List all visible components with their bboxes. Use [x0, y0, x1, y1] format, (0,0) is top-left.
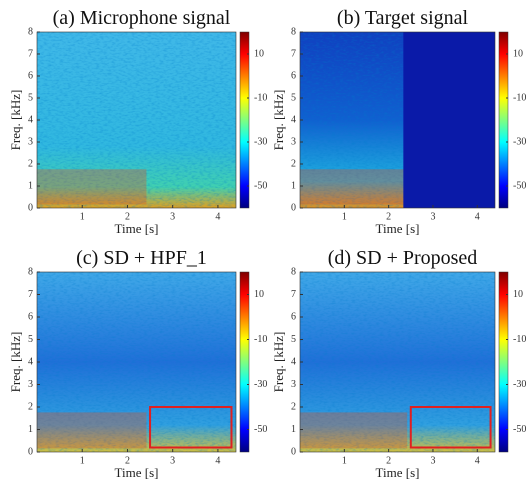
y-tick-label: 3 — [28, 379, 33, 390]
y-tick-label: 0 — [28, 446, 33, 457]
y-tick-label: 8 — [28, 266, 33, 277]
y-tick-label: 2 — [28, 401, 33, 412]
y-tick-label: 4 — [28, 356, 33, 367]
y-tick-label: 5 — [291, 92, 296, 103]
highlight-box — [149, 406, 233, 449]
y-tick-label: 7 — [28, 289, 33, 300]
speech-band — [300, 169, 408, 205]
y-tick-label: 8 — [291, 266, 296, 277]
spectrogram-texture — [37, 272, 236, 452]
x-tick-label: 3 — [430, 455, 435, 466]
spectrogram-texture — [37, 32, 236, 208]
x-tick-label: 4 — [475, 455, 480, 466]
x-tick-label: 4 — [215, 455, 220, 466]
x-axis-label: Time [s] — [115, 465, 159, 480]
x-axis-label: Time [s] — [376, 221, 420, 236]
y-tick-label: 6 — [291, 311, 296, 322]
x-tick-label: 1 — [342, 455, 347, 466]
y-axis-label: Freq. [kHz] — [8, 332, 23, 393]
colorbar-tick-label: 10 — [254, 289, 264, 300]
speech-band — [37, 412, 147, 449]
y-tick-label: 8 — [28, 26, 33, 37]
y-tick-label: 7 — [291, 48, 296, 59]
y-tick-label: 0 — [291, 202, 296, 213]
x-tick-label: 4 — [475, 211, 480, 222]
colorbar-tick-label: -10 — [254, 92, 267, 103]
x-tick-label: 1 — [80, 211, 85, 222]
colorbar-tick-label: -10 — [513, 334, 526, 345]
x-tick-label: 3 — [430, 211, 435, 222]
x-tick-label: 3 — [170, 455, 175, 466]
y-tick-label: 5 — [291, 334, 296, 345]
colorbar-tick-label: -30 — [513, 136, 526, 147]
y-tick-label: 1 — [291, 424, 296, 435]
colorbar-tick-label: -50 — [254, 180, 267, 191]
x-tick-label: 2 — [125, 211, 130, 222]
y-tick-label: 0 — [28, 202, 33, 213]
colorbar — [498, 271, 509, 453]
colorbar-tick-label: -10 — [513, 92, 526, 103]
x-tick-label: 2 — [125, 455, 130, 466]
y-axis-label: Freq. [kHz] — [8, 90, 23, 151]
colorbar-tick-label: 10 — [513, 48, 523, 59]
y-tick-label: 1 — [291, 180, 296, 191]
y-tick-label: 2 — [291, 401, 296, 412]
colorbar — [239, 271, 250, 453]
y-tick-label: 5 — [28, 334, 33, 345]
y-tick-label: 6 — [28, 70, 33, 81]
y-tick-label: 2 — [28, 158, 33, 169]
colorbar — [239, 31, 250, 209]
y-tick-label: 1 — [28, 180, 33, 191]
y-tick-label: 7 — [28, 48, 33, 59]
colorbar-tick-label: -50 — [254, 424, 267, 435]
y-tick-label: 4 — [28, 114, 33, 125]
x-tick-label: 2 — [386, 455, 391, 466]
speech-band — [300, 412, 408, 449]
highlight-box — [409, 406, 492, 449]
x-tick-label: 1 — [80, 455, 85, 466]
y-tick-label: 8 — [291, 26, 296, 37]
y-tick-label: 3 — [291, 379, 296, 390]
y-tick-label: 6 — [291, 70, 296, 81]
x-tick-label: 2 — [386, 211, 391, 222]
silent-region — [403, 32, 495, 208]
y-tick-label: 3 — [291, 136, 296, 147]
y-tick-label: 2 — [291, 158, 296, 169]
y-tick-label: 4 — [291, 114, 296, 125]
x-tick-label: 4 — [215, 211, 220, 222]
x-tick-label: 1 — [342, 211, 347, 222]
y-tick-label: 6 — [28, 311, 33, 322]
spectrogram-texture — [300, 272, 495, 452]
colorbar-tick-label: -30 — [254, 379, 267, 390]
speech-band — [37, 169, 147, 205]
y-tick-label: 5 — [28, 92, 33, 103]
y-tick-label: 4 — [291, 356, 296, 367]
x-axis-label: Time [s] — [376, 465, 420, 480]
y-tick-label: 0 — [291, 446, 296, 457]
y-axis-label: Freq. [kHz] — [271, 90, 286, 151]
y-tick-label: 1 — [28, 424, 33, 435]
panel-title: (d) SD + Proposed — [328, 247, 478, 269]
x-axis-label: Time [s] — [115, 221, 159, 236]
x-tick-label: 3 — [170, 211, 175, 222]
colorbar — [498, 31, 509, 209]
panel-title: (b) Target signal — [337, 7, 469, 29]
panel-title: (c) SD + HPF_1 — [76, 247, 207, 269]
y-tick-label: 7 — [291, 289, 296, 300]
y-tick-label: 3 — [28, 136, 33, 147]
colorbar-tick-label: -10 — [254, 334, 267, 345]
colorbar-tick-label: -50 — [513, 180, 526, 191]
y-axis-label: Freq. [kHz] — [271, 332, 286, 393]
colorbar-tick-label: -30 — [513, 379, 526, 390]
colorbar-tick-label: 10 — [513, 289, 523, 300]
colorbar-tick-label: -30 — [254, 136, 267, 147]
colorbar-tick-label: -50 — [513, 424, 526, 435]
panel-title: (a) Microphone signal — [53, 7, 231, 29]
colorbar-tick-label: 10 — [254, 48, 264, 59]
